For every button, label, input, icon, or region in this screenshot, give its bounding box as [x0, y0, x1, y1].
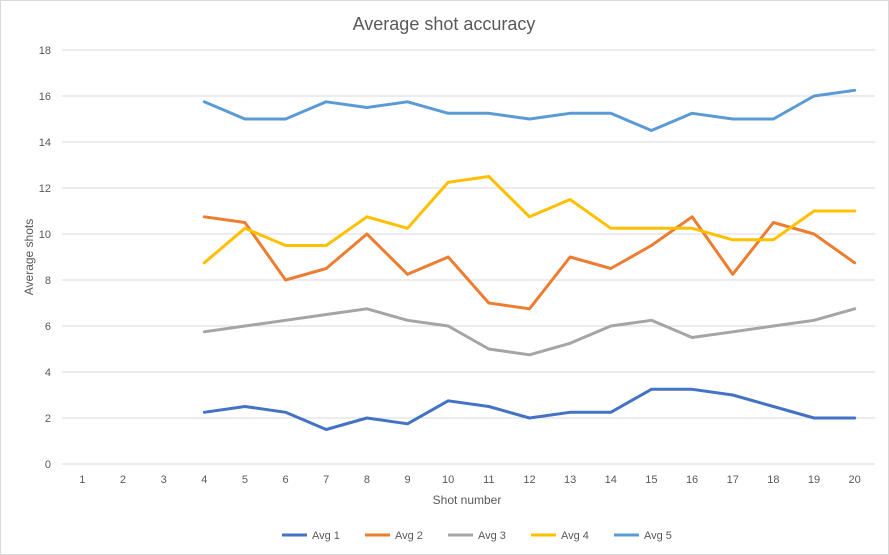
y-tick-label: 8	[45, 275, 51, 287]
y-tick-label: 0	[45, 459, 51, 471]
x-tick-label: 13	[564, 474, 576, 486]
series-lines	[202, 88, 857, 431]
series-line-avg-1	[202, 387, 857, 431]
x-tick-label: 14	[605, 474, 617, 486]
y-tick-label: 2	[45, 413, 51, 425]
x-tick-label: 12	[523, 474, 535, 486]
y-tick-label: 16	[39, 91, 51, 103]
x-tick-label: 6	[283, 474, 289, 486]
y-tick-label: 6	[45, 321, 51, 333]
x-tick-label: 15	[645, 474, 657, 486]
series-line-avg-3	[202, 307, 857, 357]
legend-label: Avg 5	[644, 530, 672, 542]
y-axis-ticks: 0 2 4 6 8 10 12 14 16 18	[39, 45, 51, 471]
y-tick-label: 12	[39, 183, 51, 195]
y-axis-title: Average shots	[22, 219, 36, 296]
y-tick-label: 18	[39, 45, 51, 57]
x-tick-label: 19	[808, 474, 820, 486]
chart-title: Average shot accuracy	[353, 14, 536, 34]
x-tick-label: 11	[483, 474, 494, 486]
x-tick-label: 10	[442, 474, 454, 486]
x-tick-label: 5	[242, 474, 248, 486]
x-tick-label: 16	[686, 474, 698, 486]
x-tick-label: 20	[849, 474, 861, 486]
x-tick-label: 2	[120, 474, 126, 486]
x-tick-label: 4	[201, 474, 207, 486]
series-line-avg-4	[202, 175, 857, 265]
y-tick-label: 4	[45, 367, 51, 379]
x-tick-label: 9	[404, 474, 410, 486]
legend-label: Avg 1	[312, 530, 340, 542]
x-tick-label: 17	[727, 474, 739, 486]
legend-label: Avg 2	[395, 530, 423, 542]
x-tick-label: 7	[323, 474, 329, 486]
x-tick-label: 8	[364, 474, 370, 486]
x-tick-label: 3	[161, 474, 167, 486]
legend-label: Avg 4	[561, 530, 589, 542]
legend-label: Avg 3	[478, 530, 506, 542]
x-tick-label: 1	[79, 474, 85, 486]
x-axis-ticks: 1 2 3 4 5 6 7 8 9 10 11 12 13 14 15 16 17 18 19 20	[79, 474, 861, 486]
series-line-avg-5	[202, 88, 857, 132]
x-tick-label: 18	[767, 474, 779, 486]
x-axis-title: Shot number	[433, 493, 502, 507]
y-tick-label: 10	[39, 229, 51, 241]
y-tick-label: 14	[39, 137, 51, 149]
series-line-avg-2	[202, 215, 857, 311]
legend: Avg 1 Avg 2 Avg 3 Avg 4 Avg 5	[282, 530, 672, 542]
